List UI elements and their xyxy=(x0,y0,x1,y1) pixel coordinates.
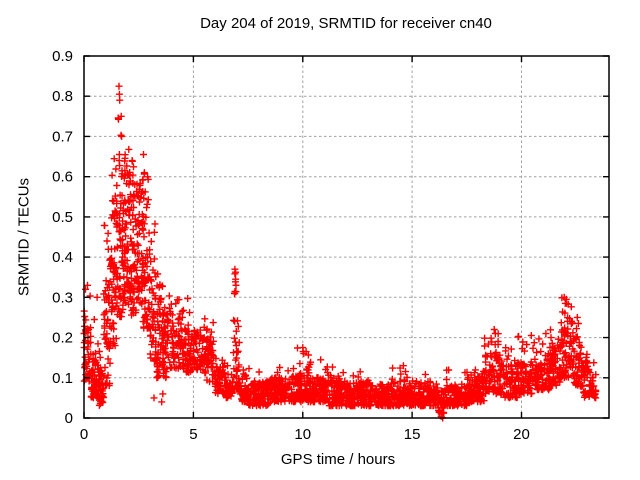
plot-title: Day 204 of 2019, SRMTID for receiver cn4… xyxy=(200,15,492,32)
x-tick-label: 10 xyxy=(294,426,311,443)
y-tick-label: 0 xyxy=(65,410,73,427)
x-tick-label: 0 xyxy=(80,426,88,443)
plot-border xyxy=(83,55,610,419)
data-points xyxy=(80,82,600,422)
y-tick-label: 0.1 xyxy=(52,370,73,387)
y-axis-label: SRMTID / TECUs xyxy=(15,177,33,297)
y-tick-label: 0.6 xyxy=(52,169,73,186)
x-tick-label: 20 xyxy=(513,426,530,443)
x-tick-label: 5 xyxy=(189,426,197,443)
y-tick-label: 0.4 xyxy=(52,249,73,266)
y-tick-label: 0.8 xyxy=(52,88,73,105)
x-axis-label: GPS time / hours xyxy=(280,451,396,468)
gridlines xyxy=(84,56,609,418)
y-tick-label: 0.3 xyxy=(52,289,73,306)
y-tick-label: 0.2 xyxy=(52,330,73,347)
x-tick-label: 15 xyxy=(404,426,421,443)
y-tick-label: 0.5 xyxy=(52,209,73,226)
y-tick-label: 0.7 xyxy=(52,128,73,145)
y-tick-label: 0.9 xyxy=(52,48,73,65)
